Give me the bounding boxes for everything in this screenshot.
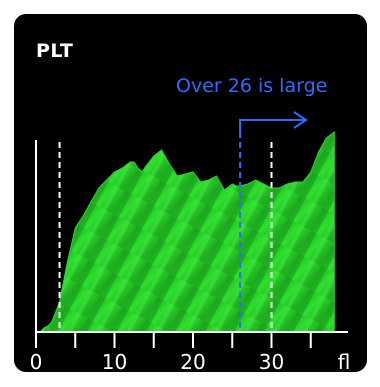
histogram-area [38, 130, 335, 333]
plt-histogram-panel: 0 10 20 30 fl PLT Over 26 is large [14, 14, 367, 372]
x-tick-label-30: 30 [259, 350, 284, 372]
x-tick-label-20: 20 [180, 350, 205, 372]
annotation-arrow-shaft [239, 119, 304, 134]
plt-histogram-chart: 0 10 20 30 fl [30, 111, 351, 372]
large-threshold-annotation: Over 26 is large [176, 75, 328, 97]
chart-title: PLT [36, 40, 74, 62]
x-tick-label-0: 0 [30, 350, 43, 372]
x-axis-unit-label: fl [338, 350, 351, 372]
x-tick-label-10: 10 [102, 350, 127, 372]
annotation-arrow-head [293, 111, 308, 129]
